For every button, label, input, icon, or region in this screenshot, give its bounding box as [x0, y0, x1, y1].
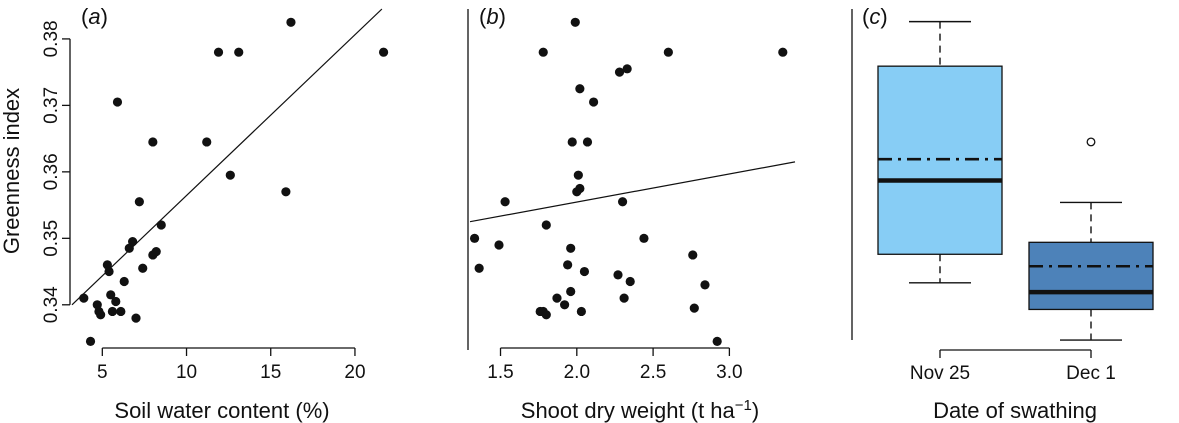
data-point [538, 47, 548, 57]
data-point [566, 286, 576, 297]
data-point [541, 310, 551, 320]
data-point [688, 250, 698, 260]
data-point [104, 266, 114, 277]
data-point [619, 293, 629, 303]
data-point [213, 47, 224, 57]
x-axis-label: Date of swathing [933, 398, 1097, 423]
fit-line [469, 161, 796, 223]
data-point [281, 187, 291, 197]
data-point [234, 47, 244, 57]
data-point [563, 260, 573, 270]
x-tick-label: 5 [97, 362, 108, 383]
x-tick-label: 2.5 [640, 362, 666, 383]
data-point [107, 306, 118, 317]
y-tick-label: 0.36 [41, 153, 62, 190]
data-point [614, 67, 625, 77]
data-point [689, 303, 699, 313]
data-point [541, 220, 551, 230]
data-point [202, 137, 212, 147]
data-point [566, 243, 576, 253]
panel-label-b: (b) [479, 4, 506, 29]
x-tick-label: 20 [344, 362, 365, 383]
data-point [156, 220, 166, 230]
x-tick-label: 10 [176, 362, 197, 383]
x-tick-label: 15 [260, 362, 281, 383]
y-tick-label: 0.37 [41, 87, 62, 124]
data-point [579, 266, 590, 277]
fit-line [71, 8, 383, 306]
y-tick-label: 0.34 [41, 286, 62, 323]
data-point [575, 84, 585, 94]
data-point [663, 47, 673, 57]
panel-a: (a) 5 10 15 20 0.34 0.35 0.36 0.37 0.38 Soil water… [41, 4, 389, 423]
data-point [225, 170, 235, 180]
data-point [106, 290, 116, 300]
x-axis-label: Shoot dry weight (t ha−1) [521, 397, 759, 423]
panel-label-a: (a) [81, 4, 108, 29]
x-axis-label: Soil water content (%) [114, 398, 329, 423]
x-tick-label: 2.0 [564, 362, 590, 383]
data-point [79, 293, 89, 303]
data-point [570, 17, 580, 27]
data-point [148, 137, 158, 147]
data-point [617, 197, 628, 207]
data-point [573, 170, 583, 180]
x-tick-label: Nov 25 [910, 363, 970, 384]
data-point [588, 97, 599, 107]
data-point [128, 237, 138, 247]
data-point [96, 310, 106, 320]
data-point [576, 306, 586, 317]
x-tick-label: Dec 1 [1066, 363, 1116, 384]
data-point [469, 233, 480, 243]
outlier-point [1086, 137, 1096, 147]
data-point [567, 137, 577, 147]
x-tick-label: 1.5 [487, 362, 513, 383]
data-point [500, 197, 510, 207]
data-point [712, 336, 722, 346]
data-point [138, 263, 148, 273]
data-point [378, 47, 389, 57]
data-point [131, 313, 141, 323]
y-axis-label: Greenness index [0, 88, 24, 254]
box-1 [1028, 241, 1154, 311]
y-tick-label: 0.35 [41, 220, 62, 257]
y-tick-label: 0.38 [41, 20, 62, 57]
data-point [286, 17, 296, 27]
data-point [119, 276, 129, 287]
data-point [151, 247, 161, 257]
data-point [112, 97, 123, 107]
data-point [85, 336, 96, 346]
data-point [552, 293, 562, 303]
data-point [575, 183, 585, 194]
data-point [778, 47, 788, 57]
data-point [560, 300, 570, 310]
data-point [134, 197, 144, 207]
data-point [613, 270, 623, 280]
panel-c: (c) Nov 25 Dec 1 Date of swathing [851, 4, 1154, 423]
data-point [111, 296, 121, 307]
data-point [622, 64, 632, 74]
panel-label-c: (c) [862, 4, 888, 29]
data-point [582, 137, 593, 147]
data-point [494, 240, 504, 250]
data-point [639, 233, 649, 243]
data-point [474, 263, 484, 273]
data-point [700, 280, 710, 290]
data-point [116, 306, 126, 317]
panel-b: (b) 1.5 2.0 2.5 3.0 Shoot dry weight (t ha−1) [467, 4, 796, 423]
x-tick-label: 3.0 [716, 362, 742, 383]
data-point [625, 276, 635, 287]
